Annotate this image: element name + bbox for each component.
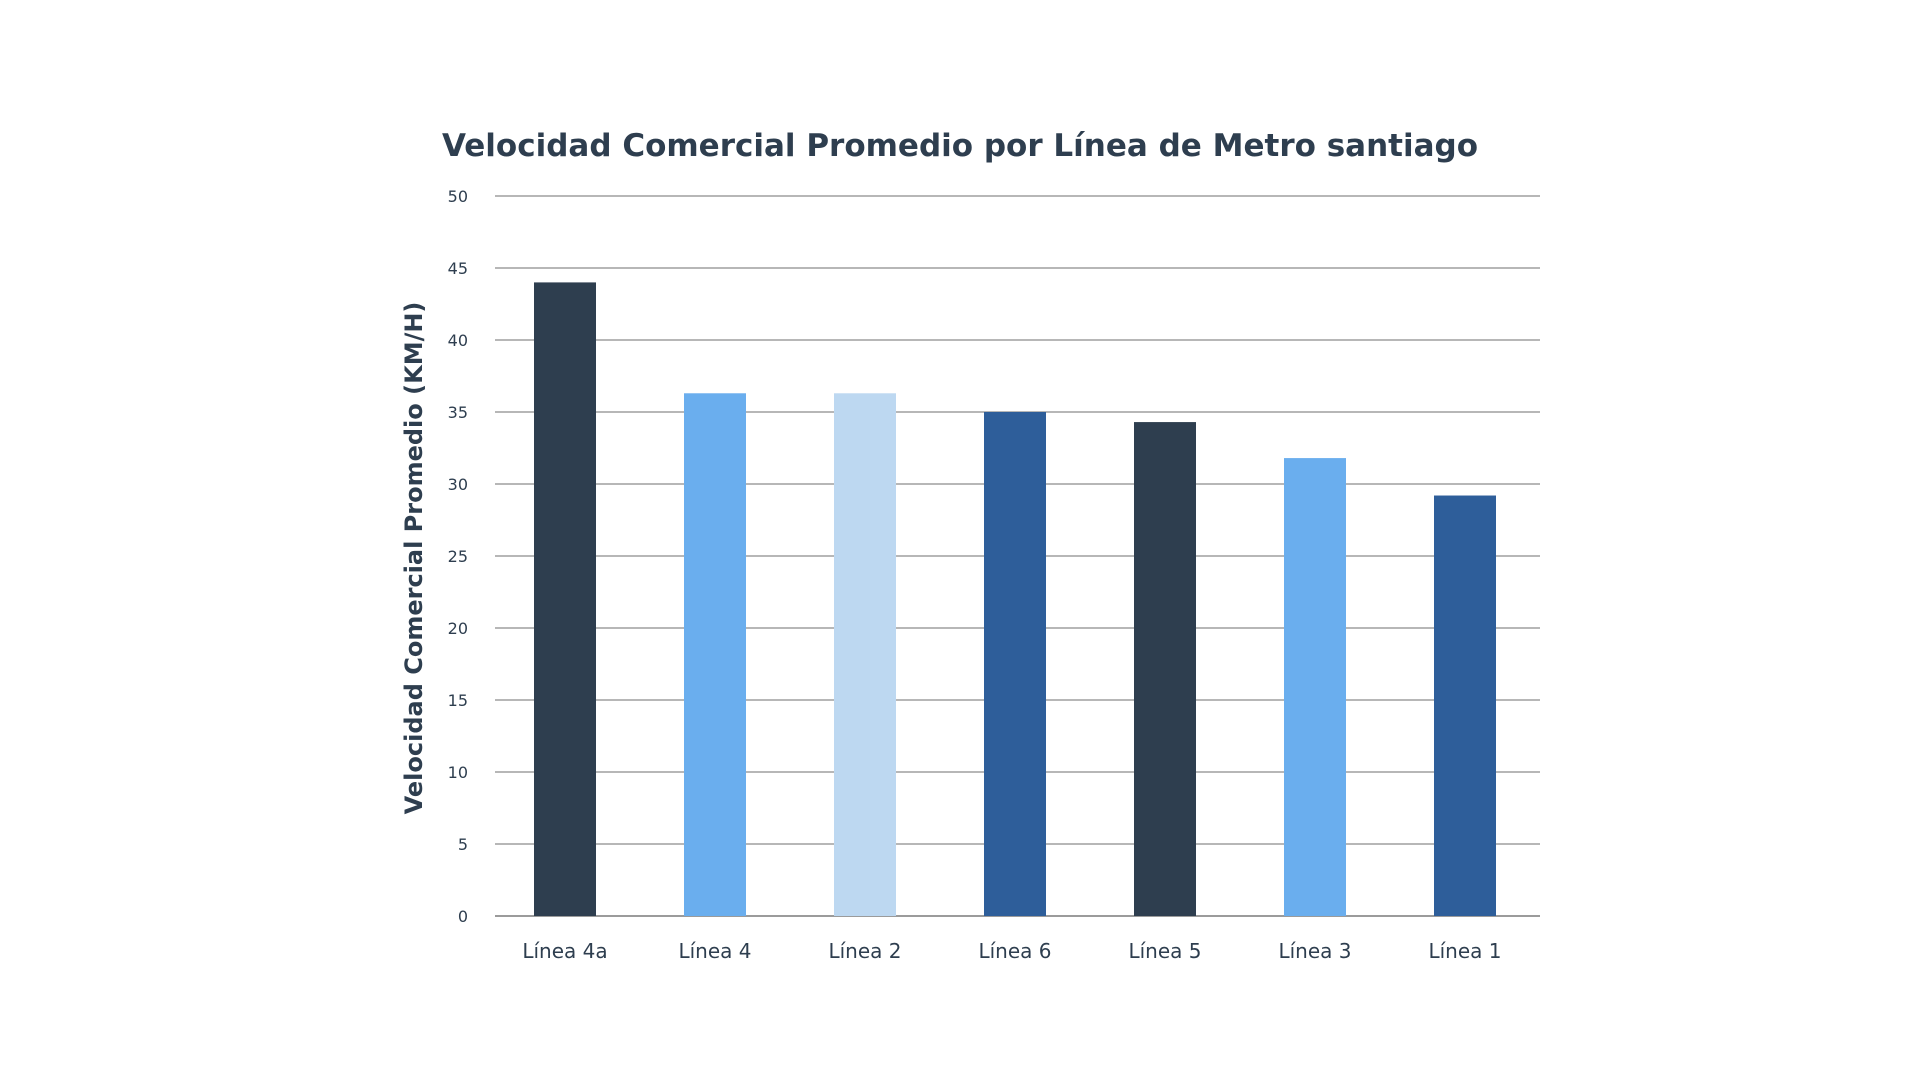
bar: [534, 282, 596, 916]
y-axis-ticks: 0 5 10 15 20 25 30 35 40 45 50: [448, 187, 468, 926]
bar: [1134, 422, 1196, 916]
y-tick-label: 50: [448, 187, 468, 206]
y-axis-label: Velocidad Comercial Promedio (KM/H): [400, 302, 428, 815]
chart-title: Velocidad Comercial Promedio por Línea d…: [441, 128, 1478, 164]
y-tick-label: 45: [448, 259, 468, 278]
x-tick-label: Línea 6: [978, 939, 1051, 963]
x-tick-label: Línea 4: [678, 939, 751, 963]
bar: [984, 412, 1046, 916]
bar: [1284, 458, 1346, 916]
x-tick-label: Línea 5: [1128, 939, 1201, 963]
x-tick-label: Línea 4a: [522, 939, 607, 963]
y-tick-label: 35: [448, 403, 468, 422]
y-tick-label: 5: [458, 835, 468, 854]
y-tick-label: 30: [448, 475, 468, 494]
bar: [684, 393, 746, 916]
x-tick-label: Línea 1: [1428, 939, 1501, 963]
x-tick-label: Línea 2: [828, 939, 901, 963]
x-axis-ticks: Línea 4a Línea 4 Línea 2 Línea 6 Línea 5 Líne…: [522, 939, 1501, 963]
y-tick-label: 40: [448, 331, 468, 350]
y-tick-label: 0: [458, 907, 468, 926]
y-tick-label: 15: [448, 691, 468, 710]
bar: [834, 393, 896, 916]
y-tick-label: 20: [448, 619, 468, 638]
x-tick-label: Línea 3: [1278, 939, 1351, 963]
y-tick-label: 25: [448, 547, 468, 566]
bar: [1434, 495, 1496, 916]
y-tick-label: 10: [448, 763, 468, 782]
bars: [534, 282, 1496, 916]
